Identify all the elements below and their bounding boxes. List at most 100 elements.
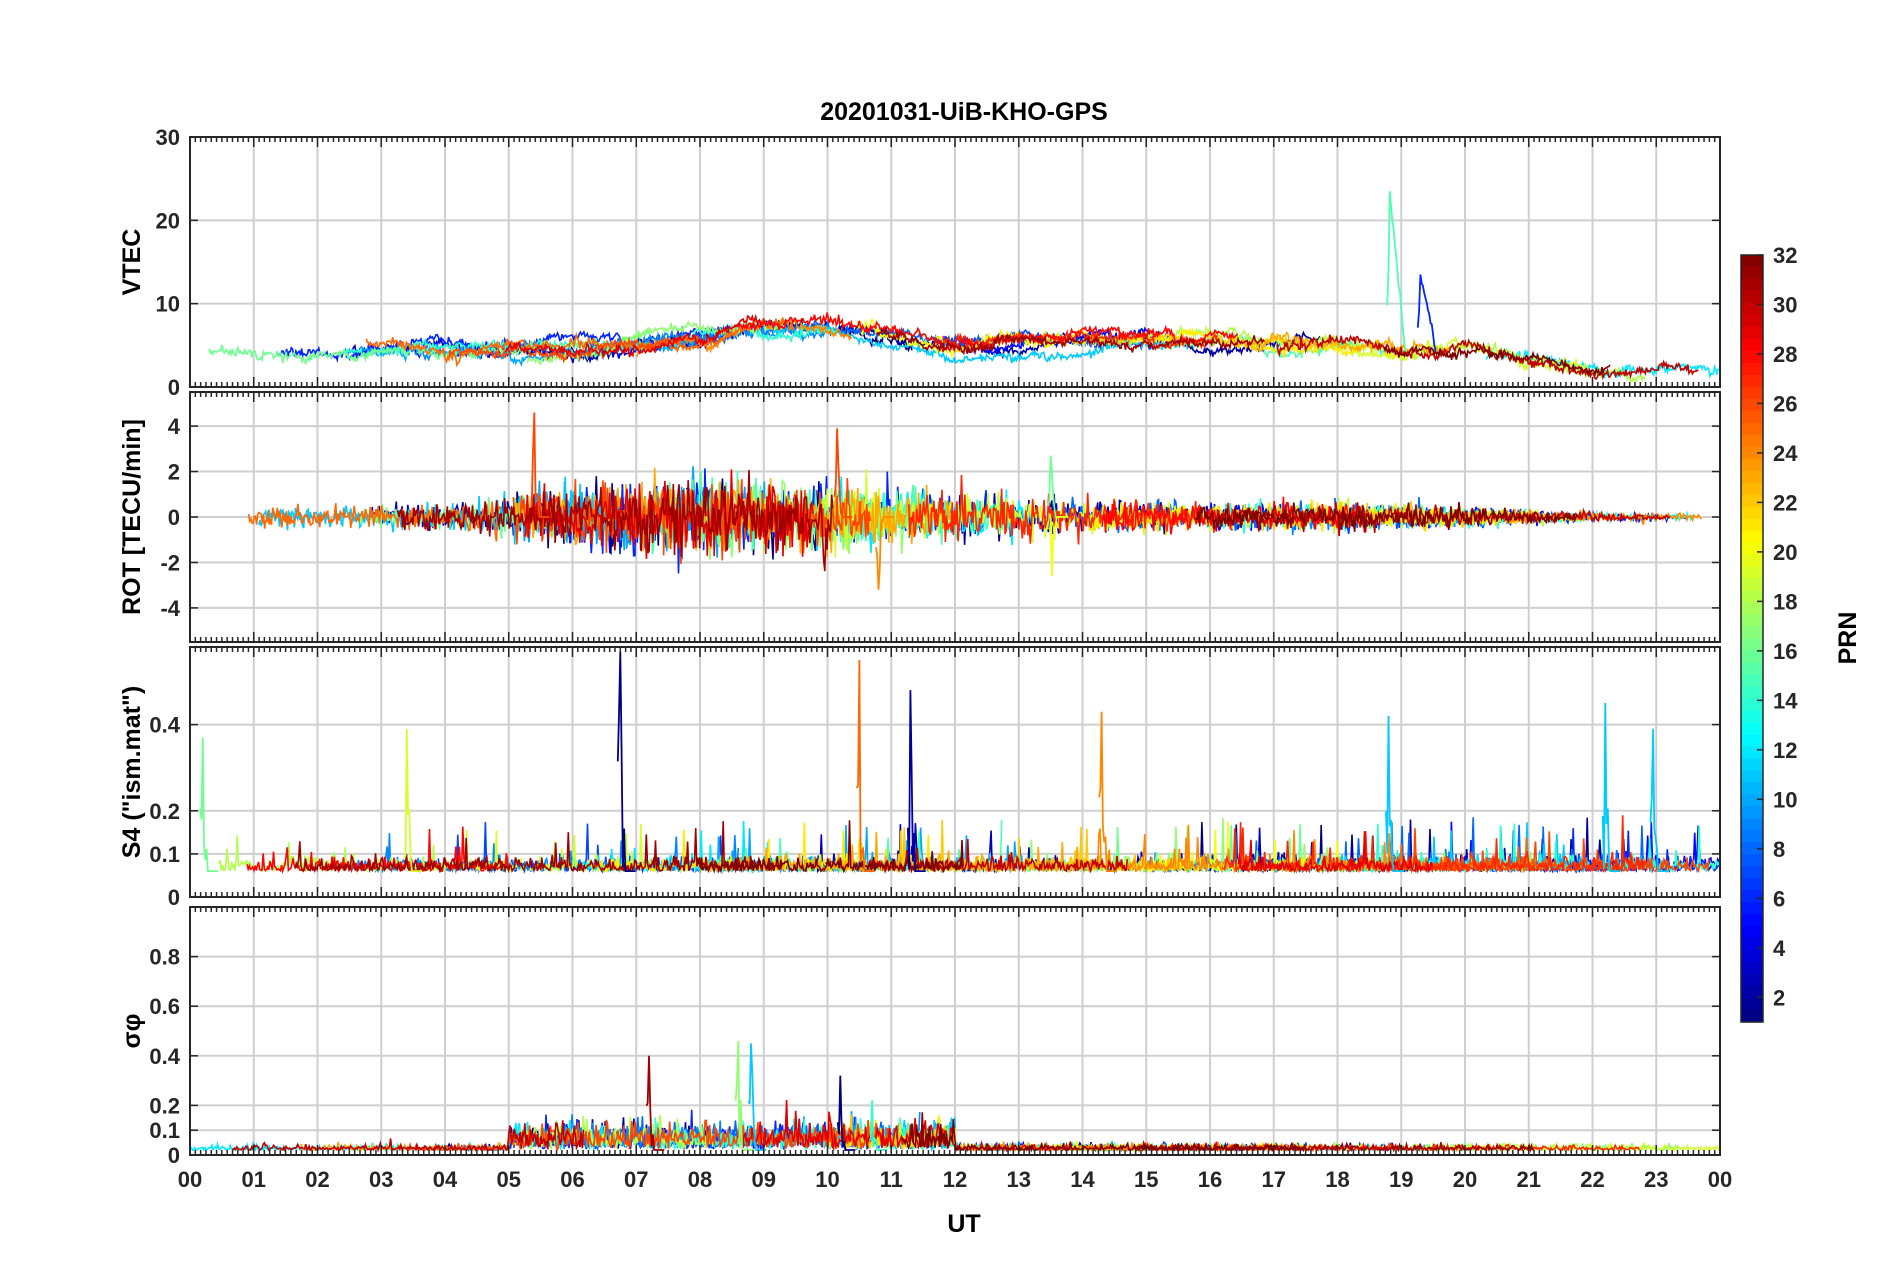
series-trace-prn-28 <box>246 826 511 875</box>
x-tick-label: 14 <box>1070 1167 1095 1192</box>
colorbar-segment <box>1741 1010 1763 1023</box>
colorbar-segment <box>1741 986 1763 999</box>
y-tick-label: 4 <box>168 414 181 439</box>
x-tick-label: 19 <box>1389 1167 1413 1192</box>
x-tick-label: 16 <box>1198 1167 1222 1192</box>
x-tick-label: 11 <box>880 1167 903 1192</box>
colorbar-segment <box>1741 890 1763 903</box>
colorbar-tick-label: 6 <box>1773 886 1785 911</box>
y-tick-label: -2 <box>160 550 180 575</box>
colorbar-segment <box>1741 902 1763 915</box>
series-trace-prn-25 <box>247 501 501 542</box>
colorbar-segment <box>1741 734 1763 747</box>
spike-1 <box>530 412 550 518</box>
colorbar-tick-label: 20 <box>1773 540 1797 565</box>
colorbar-segment <box>1741 938 1763 951</box>
x-tick-label: 02 <box>305 1167 329 1192</box>
panel-1: 0 10 20 30 VTEC <box>118 125 1721 400</box>
colorbar-tick-label: 10 <box>1773 787 1797 812</box>
colorbar-segment <box>1741 794 1763 807</box>
spike-2 <box>833 428 853 518</box>
colorbar-tick-label: 8 <box>1773 837 1785 862</box>
colorbar-tick-label: 32 <box>1773 243 1797 268</box>
colorbar-frame <box>1740 254 1764 1023</box>
colorbar-segment <box>1741 410 1763 424</box>
colorbar-segment <box>1741 338 1763 352</box>
y-tick-label: 0.2 <box>149 799 180 824</box>
panel-3: 0 0.1 0.2 0.4S4 ("ism.mat") <box>118 646 1721 910</box>
series-trace-prn-26 <box>448 334 700 364</box>
colorbar-tick-label: 18 <box>1773 589 1797 614</box>
x-tick-label: 21 <box>1517 1167 1541 1192</box>
colorbar-segment <box>1741 878 1763 891</box>
spike-1 <box>1386 191 1406 352</box>
series-trace-prn-32 <box>900 1112 1306 1153</box>
colorbar-segment <box>1741 710 1763 723</box>
colorbar-segment <box>1741 386 1763 400</box>
colorbar-tick-label: 2 <box>1773 985 1785 1010</box>
y-tick-label: 0.1 <box>149 1118 180 1143</box>
colorbar-segment <box>1741 962 1763 975</box>
colorbar-segment <box>1741 746 1763 759</box>
colorbar-tick-label: 12 <box>1773 738 1797 763</box>
colorbar-segment <box>1741 578 1763 592</box>
panel-4: 00.10.2 0.4 0.6 0.8 σφ <box>118 906 1721 1168</box>
series-trace-prn-16 <box>208 328 651 366</box>
colorbar-tick-label: 16 <box>1773 639 1797 664</box>
series-trace-prn-11 <box>767 322 1192 365</box>
series-trace-prn-31 <box>876 327 1265 356</box>
x-tick-label: 15 <box>1134 1167 1158 1192</box>
series-trace-prn-32 <box>1194 502 1578 532</box>
series-trace-prn-27 <box>1222 815 1646 874</box>
y-tick-label: 0 <box>168 505 180 530</box>
colorbar-segment <box>1741 494 1763 508</box>
colorbar-segment <box>1741 290 1763 304</box>
colorbar-segment <box>1741 914 1763 927</box>
x-tick-label: 20 <box>1453 1167 1477 1192</box>
series-traces <box>247 466 1702 574</box>
spike-4 <box>855 659 875 872</box>
colorbar-segment <box>1741 506 1763 520</box>
colorbar-segment <box>1741 470 1763 484</box>
colorbar-segment <box>1741 374 1763 388</box>
y-tick-label: 10 <box>156 292 180 317</box>
colorbar-segment <box>1741 998 1763 1011</box>
colorbar-segment <box>1741 422 1763 436</box>
spike-3 <box>616 651 636 872</box>
spike-8 <box>1601 702 1621 872</box>
x-axis-label: UT <box>947 1210 980 1238</box>
y-tick-label: 0.1 <box>149 842 180 867</box>
colorbar-segment <box>1741 554 1763 568</box>
colorbar-tick-label: 26 <box>1773 391 1797 416</box>
x-tick-labels: 00 01 02 03 04 05 06 07 08 09 10 11 12 13 14 15 16 17 18 19… <box>178 1167 1732 1192</box>
spike-1 <box>199 737 219 872</box>
colorbar-tick-label: 28 <box>1773 342 1797 367</box>
series-trace-prn-23 <box>1230 331 1451 358</box>
colorbar-segment <box>1741 542 1763 556</box>
chart-title: 20201031-UiB-KHO-GPS <box>820 98 1108 126</box>
colorbar-segment <box>1741 806 1763 819</box>
series-trace-prn-31 <box>294 821 783 874</box>
x-tick-label: 23 <box>1644 1167 1668 1192</box>
y-tick-label: 0.4 <box>149 1044 180 1069</box>
spike-4 <box>836 1075 856 1151</box>
colorbar-segment <box>1741 302 1763 316</box>
colorbar-tick-label: 24 <box>1773 441 1798 466</box>
colorbar-segment <box>1741 482 1763 496</box>
colorbar-segment <box>1741 326 1763 340</box>
panel-frame <box>189 136 1721 388</box>
colorbar-segment <box>1741 818 1763 831</box>
y-axis-label: S4 ("ism.mat") <box>118 686 146 858</box>
colorbar-segment <box>1741 434 1763 448</box>
x-tick-label: 22 <box>1580 1167 1604 1192</box>
x-tick-label: 01 <box>242 1167 266 1192</box>
x-tick-label: 04 <box>433 1167 458 1192</box>
spike-2 <box>403 728 422 872</box>
spike-5 <box>906 690 926 872</box>
colorbar-segment <box>1741 926 1763 939</box>
x-tick-label: 06 <box>560 1167 584 1192</box>
spike-6 <box>1098 711 1117 872</box>
colorbar-segment <box>1741 770 1763 783</box>
y-tick-label: 30 <box>156 125 180 150</box>
